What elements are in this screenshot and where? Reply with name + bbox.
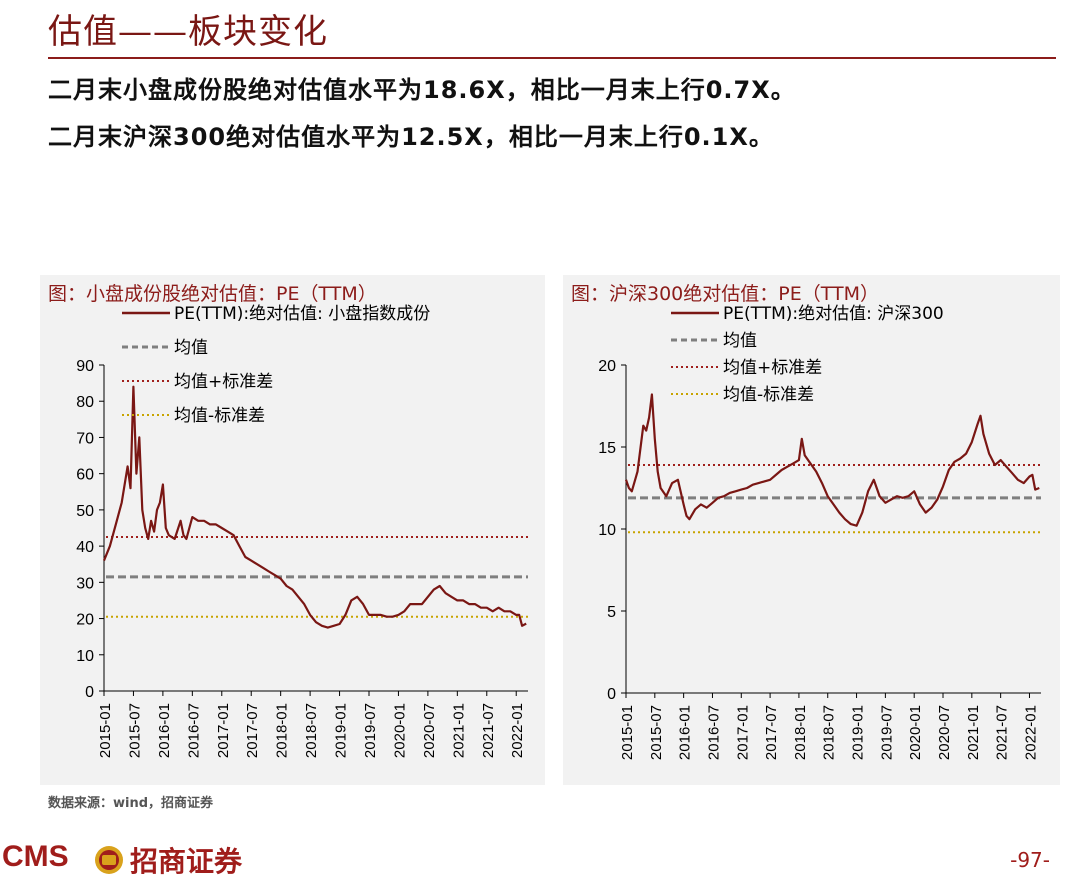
x-tick-label: 2017-01 (734, 705, 751, 760)
y-tick-label: 30 (76, 575, 94, 592)
company-name: 招商证券 (130, 845, 243, 878)
summary-line-2: 二月末沪深300绝对估值水平为12.5X，相比一月末上行0.1X。 (48, 123, 774, 151)
x-tick-label: 2022-01 (509, 703, 526, 758)
x-tick-label: 2015-01 (619, 705, 636, 760)
y-tick-label: 0 (607, 686, 616, 703)
legend-label: 均值-标准差 (723, 385, 814, 405)
legend-label: 均值+标准差 (174, 372, 273, 392)
x-tick-label: 2015-07 (648, 705, 665, 760)
data-source: 数据来源：wind，招商证券 (48, 796, 214, 811)
summary-line-1: 二月末小盘成份股绝对估值水平为18.6X，相比一月末上行0.7X。 (48, 76, 796, 104)
x-tick-label: 2016-01 (677, 705, 694, 760)
x-tick-label: 2019-07 (362, 703, 379, 758)
chart-panel-hs300: 图：沪深300绝对估值：PE（TTM） 0 5 10 15 20 2015-01 2015-… (563, 275, 1060, 785)
chart-title: 图：沪深300绝对估值：PE（TTM） (571, 283, 879, 305)
y-tick-label: 5 (607, 604, 616, 621)
x-tick-label: 2020-01 (907, 705, 924, 760)
y-tick-label: 50 (76, 503, 94, 520)
y-tick-label: 10 (76, 648, 94, 665)
x-tick-label: 2019-01 (850, 705, 867, 760)
page-title: 估值——板块变化 (48, 12, 328, 52)
x-tick-label: 2021-07 (994, 705, 1011, 760)
chart-title: 图：小盘成份股绝对估值：PE（TTM） (48, 283, 377, 305)
y-tick-label: 40 (76, 539, 94, 556)
legend-label: PE(TTM):绝对估值: 沪深300 (723, 304, 944, 324)
y-tick-label: 60 (76, 467, 94, 484)
legend-label: 均值 (723, 331, 757, 351)
x-tick-label: 2018-07 (821, 705, 838, 760)
y-tick-label: 20 (598, 358, 616, 375)
y-tick-label: 70 (76, 430, 94, 447)
y-tick-label: 0 (85, 684, 94, 701)
x-tick-label: 2017-07 (244, 703, 261, 758)
legend-label: 均值 (174, 338, 208, 358)
x-tick-label: 2018-01 (274, 703, 291, 758)
x-tick-label: 2015-07 (126, 703, 143, 758)
x-tick-label: 2019-07 (878, 705, 895, 760)
x-tick-label: 2017-01 (215, 703, 232, 758)
x-tick-label: 2020-07 (421, 703, 438, 758)
chart-hs300-pe: 0 5 10 15 20 2015-01 2015-07 2016-01 2016-07 2017… (598, 304, 1041, 760)
y-tick-label: 10 (598, 522, 616, 539)
x-tick-label: 2016-01 (156, 703, 173, 758)
x-tick-label: 2022-01 (1022, 705, 1039, 760)
chart-panel-small-cap: 图：小盘成份股绝对估值：PE（TTM） 0 10 20 30 40 50 60 70 80 90 2… (40, 275, 545, 785)
series-line (102, 385, 527, 629)
company-logo: CMS (2, 840, 69, 873)
x-tick-label: 2021-07 (480, 703, 497, 758)
x-tick-label: 2021-01 (450, 703, 467, 758)
legend-label: 均值-标准差 (174, 406, 265, 426)
page-number: -97- (1010, 848, 1050, 872)
logo-seal-icon (95, 846, 123, 874)
chart-small-cap-pe: 0 10 20 30 40 50 60 70 80 90 2015-01 2015-07 2016-01… (76, 304, 528, 758)
x-tick-label: 2018-01 (792, 705, 809, 760)
x-tick-label: 2020-01 (391, 703, 408, 758)
legend-label: 均值+标准差 (723, 358, 822, 378)
y-tick-label: 20 (76, 612, 94, 629)
x-tick-label: 2015-01 (97, 703, 114, 758)
x-tick-label: 2017-07 (763, 705, 780, 760)
title-rule (48, 57, 1056, 59)
y-tick-label: 80 (76, 394, 94, 411)
x-tick-label: 2016-07 (185, 703, 202, 758)
y-tick-label: 90 (76, 358, 94, 375)
x-tick-label: 2016-07 (705, 705, 722, 760)
x-tick-label: 2019-01 (333, 703, 350, 758)
x-tick-label: 2018-07 (303, 703, 320, 758)
y-tick-label: 15 (598, 440, 616, 457)
x-tick-label: 2021-01 (965, 705, 982, 760)
legend-label: PE(TTM):绝对估值: 小盘指数成份 (174, 304, 430, 324)
x-tick-label: 2020-07 (936, 705, 953, 760)
series-line (624, 393, 1040, 527)
